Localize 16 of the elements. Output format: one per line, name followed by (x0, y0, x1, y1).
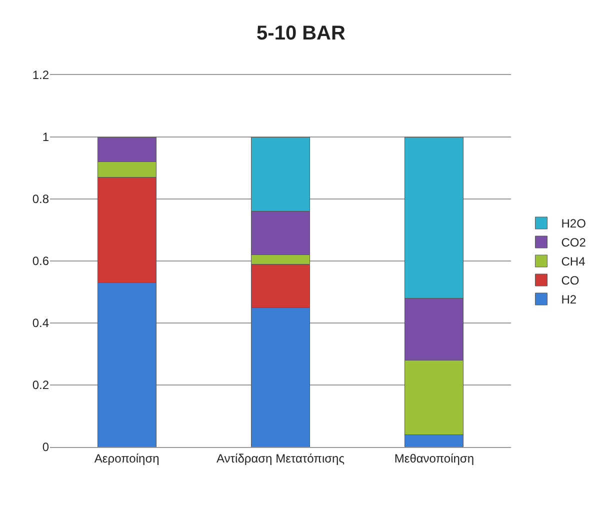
y-tick-label: 0.4 (32, 316, 50, 330)
y-tick-label: 1.2 (32, 68, 50, 82)
chart-title: 5-10 BAR (256, 22, 346, 44)
x-tick-label: Αντίδραση Μετατόπισης (216, 451, 345, 466)
x-tick-label: Αεροποίηση (94, 451, 160, 466)
y-tick-label: 0.8 (32, 192, 50, 206)
legend-label: H2O (561, 216, 586, 231)
legend-label: CH4 (561, 254, 586, 269)
legend-label: CO2 (561, 236, 586, 250)
legend-label: CO (561, 274, 580, 288)
y-tick-label: 0 (42, 440, 50, 454)
y-tick-label: 1 (42, 130, 50, 144)
y-tick-label: 0.2 (32, 378, 50, 392)
x-tick-label: Μεθανοποίηση (394, 451, 474, 466)
y-tick-label: 0.6 (32, 254, 50, 268)
legend-label: H2 (561, 292, 577, 307)
